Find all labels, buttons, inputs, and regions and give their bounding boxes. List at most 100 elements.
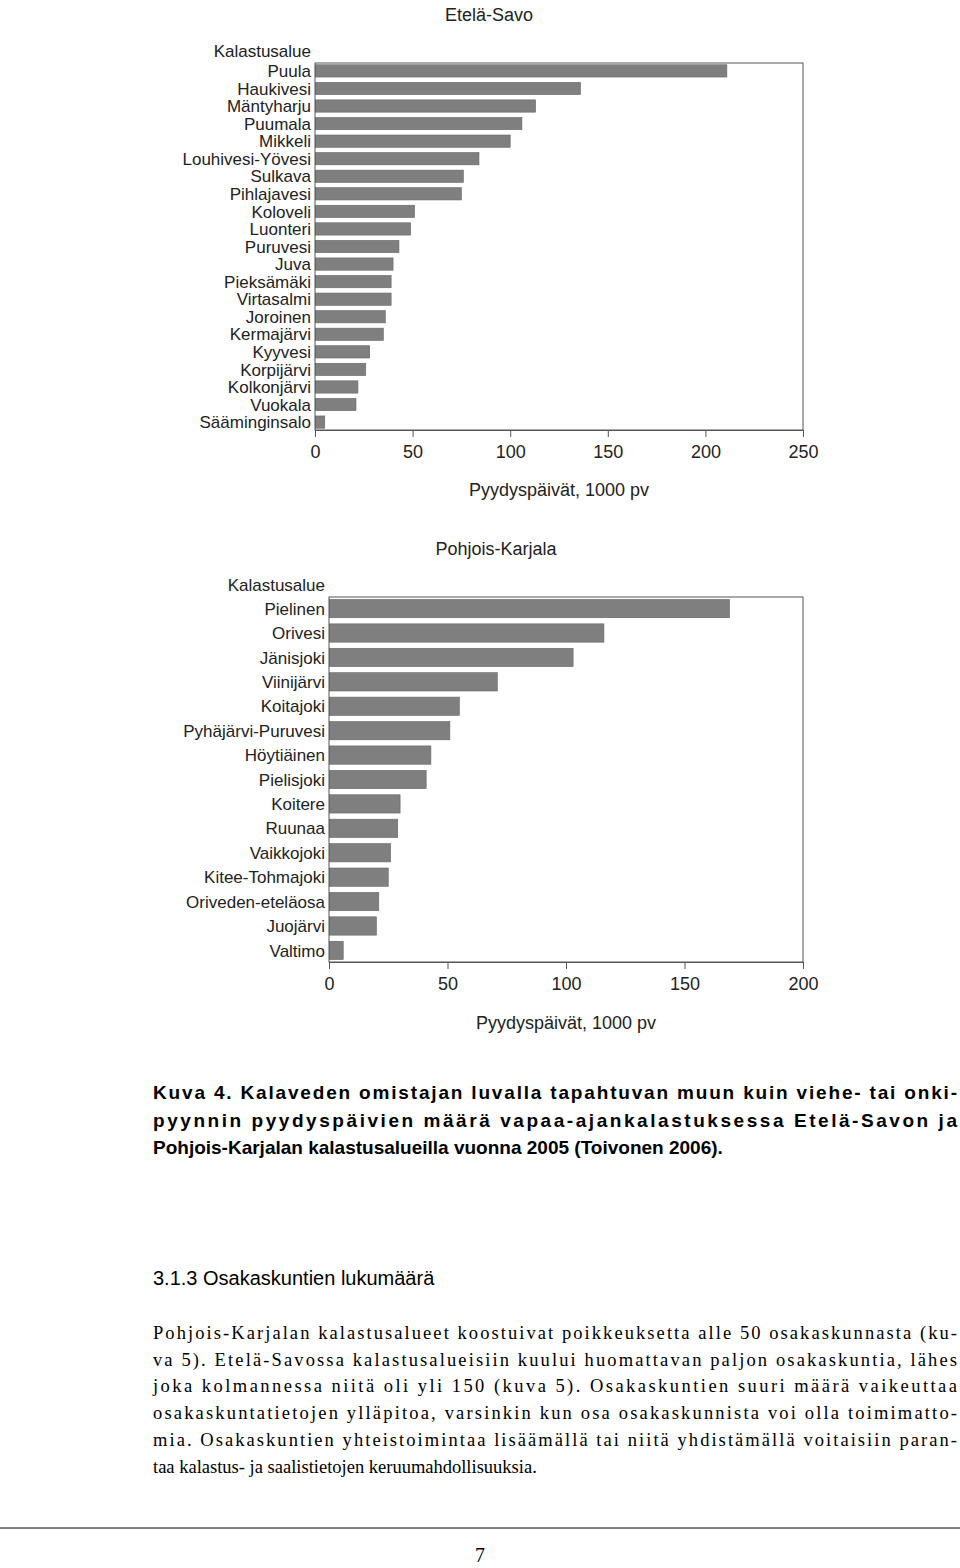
category-label: Juojärvi <box>266 917 325 936</box>
tick-label: 0 <box>310 442 320 462</box>
bar <box>315 381 358 393</box>
category-label: Jänisjoki <box>260 649 325 668</box>
bar <box>315 205 415 217</box>
y-axis-title: Kalastusalue <box>228 576 325 595</box>
category-label: Kermajärvi <box>230 325 311 344</box>
category-label: Ruunaa <box>265 819 325 838</box>
caption-line: Pohjois-Karjalan kalastusalueilla vuonna… <box>153 1137 723 1158</box>
category-label: Orivesi <box>272 624 325 643</box>
bar <box>329 697 459 715</box>
tick-label: 50 <box>438 974 458 994</box>
bar <box>329 819 398 837</box>
bar <box>315 240 399 252</box>
tick-mark <box>566 962 567 969</box>
x-axis: 050100150200250 <box>310 430 818 462</box>
category-label: Viinijärvi <box>262 673 325 692</box>
bar <box>315 223 411 235</box>
paragraph-line: mia. Osakaskuntien yhteistoimintaa lisää… <box>153 1430 957 1450</box>
category-label: Sääminginsalo <box>199 413 311 432</box>
paragraph-line: joka kolmannessa niitä oli yli 150 (kuva… <box>152 1376 957 1397</box>
bar <box>315 135 510 147</box>
bar <box>329 917 376 935</box>
bar <box>329 624 604 642</box>
bar <box>315 293 391 305</box>
tick-mark <box>329 962 330 969</box>
x-axis-title: Pyydyspäivät, 1000 pv <box>476 1013 656 1033</box>
category-label: Pielinen <box>265 600 326 619</box>
tick-label: 100 <box>551 974 581 994</box>
category-label: Juva <box>275 255 311 274</box>
bar <box>329 722 450 740</box>
page-number: 7 <box>475 1544 485 1566</box>
bar <box>329 941 343 959</box>
category-label: Valtimo <box>270 942 325 961</box>
bar <box>315 117 522 129</box>
bar <box>329 844 391 862</box>
tick-label: 0 <box>324 974 334 994</box>
bar <box>315 82 580 94</box>
category-label: Oriveden-eteläosa <box>186 893 325 912</box>
chart: 050100150200PielinenOrivesiJänisjokiViin… <box>183 539 818 1033</box>
category-label: Vuokala <box>250 396 311 415</box>
bar <box>315 258 393 270</box>
tick: 0 <box>324 962 334 994</box>
tick-mark <box>705 430 706 437</box>
bars <box>315 65 727 428</box>
paragraph-line: va 5). Etelä-Savossa kalastusalueisiin k… <box>153 1350 957 1371</box>
category-label: Mikkeli <box>259 132 311 151</box>
tick: 200 <box>788 962 818 994</box>
bar <box>329 599 730 617</box>
category-label: Höytiäinen <box>245 746 325 765</box>
page: 0 50 100 150 200 250 PuulaHaukivesiMäntyharjuP… <box>0 0 960 1568</box>
category-label: Koloveli <box>251 203 311 222</box>
category-label: Puumala <box>244 115 312 134</box>
bar <box>315 346 370 358</box>
category-label: Puruvesi <box>245 238 311 257</box>
chart-title: Pohjois-Karjala <box>435 539 557 559</box>
category-label: Korpijärvi <box>240 361 311 380</box>
plot-frame <box>315 63 803 430</box>
category-label: Koitajoki <box>261 697 325 716</box>
caption-line: pyynnin pyydyspäivien määrä vapaa-ajanka… <box>153 1110 957 1131</box>
tick-label: 150 <box>593 442 623 462</box>
tick-mark <box>685 962 686 969</box>
bar <box>329 746 431 764</box>
bar <box>329 770 426 788</box>
tick-label: 250 <box>788 442 818 462</box>
bar <box>329 868 388 886</box>
bar <box>329 673 497 691</box>
axis-line <box>316 430 804 431</box>
paragraph-line: taa kalastus- ja saalistietojen keruumah… <box>153 1457 537 1477</box>
bars <box>329 599 730 959</box>
bar <box>315 275 391 287</box>
category-label: Kolkonjärvi <box>228 378 311 397</box>
section-heading: 3.1.3 Osakaskuntien lukumäärä <box>153 1267 435 1289</box>
category-label: Pyhäjärvi-Puruvesi <box>183 722 325 741</box>
category-label: Virtasalmi <box>237 290 311 309</box>
tick-label: 200 <box>691 442 721 462</box>
bar <box>315 188 461 200</box>
caption: Kuva 4. Kalaveden omistajan luvalla tapa… <box>153 1082 957 1158</box>
tick-mark <box>510 430 511 437</box>
category-label: Koitere <box>271 795 325 814</box>
category-label: Sulkava <box>251 167 312 186</box>
bar <box>315 100 536 112</box>
chart: 050100150200250PuulaHaukivesiMäntyharjuP… <box>182 5 818 500</box>
category-label: Mäntyharju <box>227 97 311 116</box>
bar <box>329 795 400 813</box>
bar <box>315 416 325 428</box>
category-label: Luonteri <box>250 220 311 239</box>
category-label: Kitee-Tohmajoki <box>204 868 325 887</box>
tick-label: 100 <box>496 442 526 462</box>
category-labels: PuulaHaukivesiMäntyharjuPuumalaMikkeliLo… <box>182 62 311 432</box>
bar <box>315 398 356 410</box>
paragraph-line: osakaskuntatietojen ylläpitoa, varsinkin… <box>153 1403 957 1423</box>
footer-rule <box>0 1528 960 1529</box>
category-label: Pihlajavesi <box>230 185 311 204</box>
category-label: Joroinen <box>246 308 311 327</box>
y-axis-title: Kalastusalue <box>214 42 311 61</box>
plot-frame <box>329 597 803 962</box>
tick: 200 <box>691 430 721 462</box>
category-label: Kyyvesi <box>252 343 311 362</box>
tick-mark <box>803 962 804 969</box>
